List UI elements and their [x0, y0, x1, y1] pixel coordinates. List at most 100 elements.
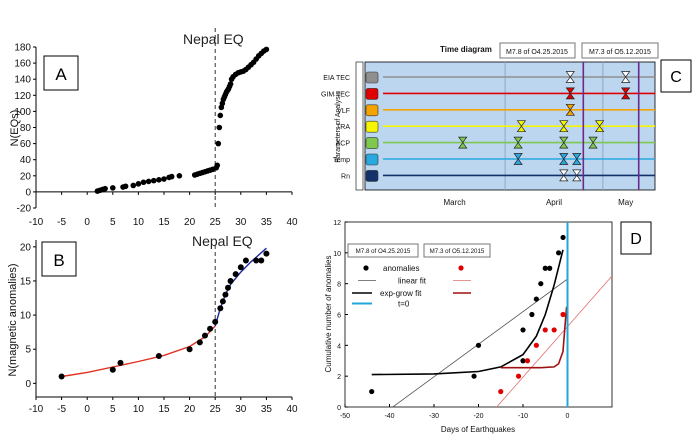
panel-a-y-tick-label: 180: [14, 43, 31, 54]
panel-a-y-label: N(EQs): [9, 110, 21, 147]
panel-a-point: [215, 140, 222, 147]
panel-a-point: [156, 177, 162, 183]
panel-a-x-tick-label: -10: [29, 217, 44, 228]
panel-b-point: [219, 298, 226, 305]
panel-a-y-tick-label: -20: [17, 204, 32, 215]
panel-a-point: [150, 177, 157, 184]
panel-c-anomaly-marker: [559, 136, 569, 149]
panel-b-point: [217, 305, 224, 312]
panel-d-point: [538, 281, 544, 287]
panel-c-event-box-1: [499, 42, 576, 59]
panel-b-x-tick-label: 0: [84, 404, 90, 415]
panel-d-point: [547, 265, 553, 271]
panel-d-point: [556, 250, 562, 256]
panel-c-row-label: Rn: [341, 173, 350, 180]
panel-b-x-tick-label: 20: [184, 404, 196, 415]
panel-a-point: [135, 181, 142, 187]
panel-c-anomaly-marker: [513, 153, 523, 165]
panel-c-anomaly-marker: [594, 120, 605, 133]
panel-b-point: [212, 318, 219, 325]
panel-a-y-tick-label: 120: [14, 91, 31, 102]
panel-a-badge: [43, 55, 79, 91]
panel-d-point: [498, 388, 504, 395]
panel-d-y-tick-label: 10: [333, 251, 341, 258]
panel-b-y-tick-label: 15: [20, 276, 32, 287]
panel-d-exp-fit-red: [500, 306, 568, 369]
panel-a-y-tick-label: 40: [20, 155, 32, 166]
panel-d-y-label: Cumulative number of anomalies: [324, 256, 333, 373]
panel-a-x-tick-label: 25: [210, 217, 222, 228]
panel-b-x-tick-label: -10: [29, 404, 44, 415]
panel-d-plot-area: [369, 222, 612, 407]
panel-a-point: [122, 183, 129, 190]
panel-d-point: [520, 358, 526, 364]
panel-c-anomaly-marker: [588, 136, 598, 149]
panel-c-badge: [660, 59, 692, 93]
panel-b-point: [186, 346, 193, 353]
panel-b-badge-label: B: [53, 251, 64, 270]
panel-c-row-label: Temp: [333, 157, 350, 164]
panel-b-point: [227, 277, 234, 284]
panel-a-point: [168, 173, 175, 180]
panel-c-month-label: May: [618, 198, 633, 207]
panel-c-anomaly-marker: [513, 136, 523, 149]
panel-b-point: [196, 339, 203, 346]
panel-d-x-tick-label: -10: [518, 413, 528, 420]
panel-c-anomaly-marker: [565, 71, 575, 83]
panel-b-x-tick-label: 15: [158, 404, 170, 415]
panel-d-point: [471, 373, 477, 379]
panel-b-x-tick-label: 10: [133, 404, 145, 415]
panel-c-row-swatch: [365, 137, 379, 149]
panel-c-anomaly-marker: [516, 120, 527, 133]
panel-b-x-tick-label: 30: [235, 404, 247, 415]
panel-d-legend-black-dot: [363, 265, 369, 271]
panel-a-y-tick-label: 100: [14, 107, 31, 118]
panel-b-point: [232, 271, 239, 278]
panel-a-x-tick-label: 5: [110, 217, 116, 228]
panel-d-y-tick-label: 2: [337, 374, 341, 381]
panel-b-badge: [41, 241, 77, 277]
panel-d-point: [533, 342, 539, 348]
panel-d-event-label-2: M7.3 of O5.12.2015: [430, 248, 485, 255]
panel-c-badge-label: C: [670, 69, 682, 86]
panel-a-x-tick-label: 10: [133, 217, 145, 228]
panel-c-event-label-1: M7.8 of O4.25.2015: [506, 49, 568, 56]
panel-d-y-tick-label: 8: [337, 282, 341, 289]
panel-d-x-label: Days of Earthquakes: [441, 425, 515, 434]
panel-b-x-tick-label: 40: [286, 404, 298, 415]
panel-b-x-tick-label: 5: [110, 404, 116, 415]
panel-c-anomaly-marker: [565, 87, 575, 100]
panel-b-y-label: N(magnetic anomalies): [7, 263, 19, 376]
panel-c-month-label: March: [443, 198, 465, 207]
panel-b-x-tick-label: 35: [261, 404, 273, 415]
panel-b-x-tick-label: 25: [210, 404, 222, 415]
panel-c-anomaly-marker: [559, 153, 569, 165]
panel-d-y-tick-label: 0: [337, 405, 341, 412]
panel-d-badge: [620, 221, 652, 255]
panel-c-row-label: GIM TEC: [321, 91, 350, 98]
panel-b-point: [242, 257, 249, 264]
panel-b-title: Nepal EQ: [192, 233, 253, 249]
panel-a-x-tick-label: 40: [286, 217, 298, 228]
panel-a-y-tick-label: 160: [14, 59, 31, 70]
panel-d-point: [524, 358, 531, 364]
panel-c-anomaly-marker: [559, 169, 569, 182]
panel-d-x-tick-label: -30: [429, 413, 439, 420]
panel-d-point: [560, 234, 566, 241]
panel-a-point: [110, 185, 116, 191]
panel-d-point: [520, 327, 526, 333]
panel-a-x-tick-label: 30: [235, 217, 247, 228]
panel-d-point: [515, 373, 522, 379]
panel-c-anomaly-marker: [620, 71, 631, 83]
panel-a-x-tick-label: 15: [158, 217, 170, 228]
panel-a-point: [216, 124, 223, 131]
panel-a-point: [263, 46, 270, 53]
panel-a-x-tick-label: 20: [184, 217, 196, 228]
panel-b-point: [222, 291, 229, 298]
panel-d-badge-label: D: [630, 231, 642, 248]
panel-b-y-tick-label: 5: [25, 345, 31, 356]
panel-b-point: [253, 257, 260, 264]
panel-a-point: [102, 185, 108, 192]
panel-d-point: [542, 327, 548, 333]
panel-c-event-box-2: [581, 42, 659, 59]
